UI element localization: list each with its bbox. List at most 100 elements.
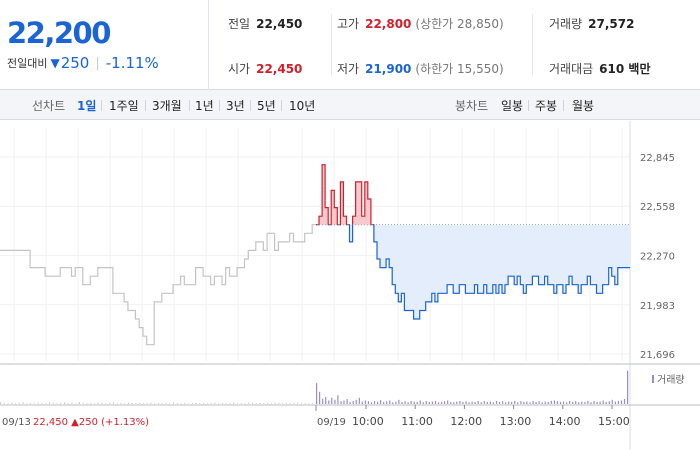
volume-bar xyxy=(180,403,182,404)
volume-bar xyxy=(459,400,461,404)
volume-bar xyxy=(255,403,257,404)
volume-value: 27,572 xyxy=(588,17,635,31)
volume-bar xyxy=(517,402,519,405)
volume-bar xyxy=(233,402,235,405)
volume-bar xyxy=(282,403,284,404)
volume-bar xyxy=(450,401,452,404)
volume-bar xyxy=(575,401,577,404)
volume-bar xyxy=(97,402,99,404)
tab-1-day[interactable]: 1일 xyxy=(77,99,97,113)
tab-1-year[interactable]: 1년 xyxy=(195,99,214,113)
volume-bar xyxy=(337,395,339,405)
volume-bar xyxy=(410,400,412,404)
volume-legend-swatch xyxy=(652,375,654,383)
volume-bar xyxy=(131,402,133,404)
tab-10-year[interactable]: 10년 xyxy=(289,99,316,113)
volume-bar xyxy=(60,402,62,404)
tab-divider xyxy=(189,100,190,111)
volume-bar xyxy=(18,402,20,404)
volume-bar xyxy=(370,402,373,405)
tab-divider xyxy=(219,100,220,111)
volume-bar xyxy=(94,403,95,404)
previous-day-line xyxy=(0,224,316,346)
x-tick-label: 12:00 xyxy=(450,415,482,428)
volume-bar xyxy=(316,383,318,404)
volume-bar xyxy=(210,402,212,404)
volume-bar xyxy=(572,401,574,404)
tab-3-year[interactable]: 3년 xyxy=(226,99,245,113)
tab-3-month[interactable]: 3개월 xyxy=(152,99,182,113)
volume-bar xyxy=(52,402,54,404)
volume-bar xyxy=(505,402,507,405)
volume-bar xyxy=(584,401,586,404)
candle-chart-label: 봉차트 xyxy=(455,99,489,113)
volume-bar xyxy=(556,401,558,404)
volume-bar xyxy=(419,400,421,404)
tab-1-week[interactable]: 1주일 xyxy=(109,99,139,113)
volume-bar xyxy=(346,399,348,404)
volume-bar xyxy=(120,402,122,404)
volume-bar xyxy=(404,401,406,404)
volume-bar xyxy=(278,402,280,404)
volume-bar xyxy=(465,401,467,404)
volume-bar xyxy=(392,402,394,405)
volume-bar xyxy=(67,403,69,404)
change-percent: -1.11% xyxy=(105,54,159,72)
amount-cell: 거래대금 610 백만 xyxy=(549,60,650,77)
x-tick-label: 11:00 xyxy=(401,415,433,428)
high-label: 고가 xyxy=(337,17,360,31)
prev-day-info: 22,450 ▲250 (+1.13%) xyxy=(33,417,149,428)
prev-close-cell: 전일 22,450 xyxy=(228,15,302,32)
tab-daily-candle[interactable]: 일봉 xyxy=(501,99,524,113)
tab-weekly-candle[interactable]: 주봉 xyxy=(535,99,558,113)
price-chart-svg: 22,845 22,558 22,270 21,983 21,696 거래량 10:00 11… xyxy=(0,121,700,450)
x-tick-label: 14:00 xyxy=(549,415,581,428)
volume-bar xyxy=(447,400,449,404)
volume-bar xyxy=(444,401,446,404)
volume-bar xyxy=(15,403,16,404)
volume-bar xyxy=(56,403,58,404)
volume-bar xyxy=(401,401,403,404)
y-tick-label: 21,983 xyxy=(640,301,675,312)
current-price: 22,200 xyxy=(7,16,111,50)
volume-bar xyxy=(550,400,552,404)
tab-5-year[interactable]: 5년 xyxy=(257,99,276,113)
amount-label: 거래대금 xyxy=(549,62,594,76)
volume-bar xyxy=(608,401,610,404)
volume-bar xyxy=(483,401,485,404)
y-tick-label: 22,845 xyxy=(640,153,675,164)
volume-bar xyxy=(489,401,491,405)
volume-bar xyxy=(161,403,163,404)
volume-bar xyxy=(343,400,345,404)
volume-legend-label: 거래량 xyxy=(657,374,685,386)
volume-bar xyxy=(322,398,324,405)
volume-bar xyxy=(413,401,415,405)
volume-bar xyxy=(593,401,595,404)
volume-bar xyxy=(218,403,220,404)
volume-bar xyxy=(289,403,291,404)
volume-bar xyxy=(109,402,111,404)
volume-bar xyxy=(456,401,458,405)
volume-bar xyxy=(7,403,9,404)
volume-bar xyxy=(45,403,47,404)
volume-bar xyxy=(22,401,24,404)
volume-bar xyxy=(101,402,103,404)
volume-bar xyxy=(229,402,231,404)
volume-bar xyxy=(308,403,310,404)
volume-bar xyxy=(237,403,238,404)
volume-bar xyxy=(267,402,269,404)
volume-bar xyxy=(319,391,321,405)
volume-bar xyxy=(334,399,336,404)
volume-bar xyxy=(498,401,501,404)
volume-bar xyxy=(312,402,314,404)
amount-value: 610 백만 xyxy=(599,62,651,76)
volume-bar xyxy=(259,402,261,404)
tab-monthly-candle[interactable]: 월봉 xyxy=(572,99,595,113)
today-date-label: 09/19 xyxy=(317,417,346,428)
open-cell: 시가 22,450 xyxy=(228,60,302,77)
volume-bar xyxy=(116,403,118,404)
volume-bar xyxy=(437,402,440,405)
y-tick-label: 22,558 xyxy=(640,202,675,213)
volume-bar xyxy=(86,403,88,404)
x-tick-label: 15:00 xyxy=(598,415,630,428)
